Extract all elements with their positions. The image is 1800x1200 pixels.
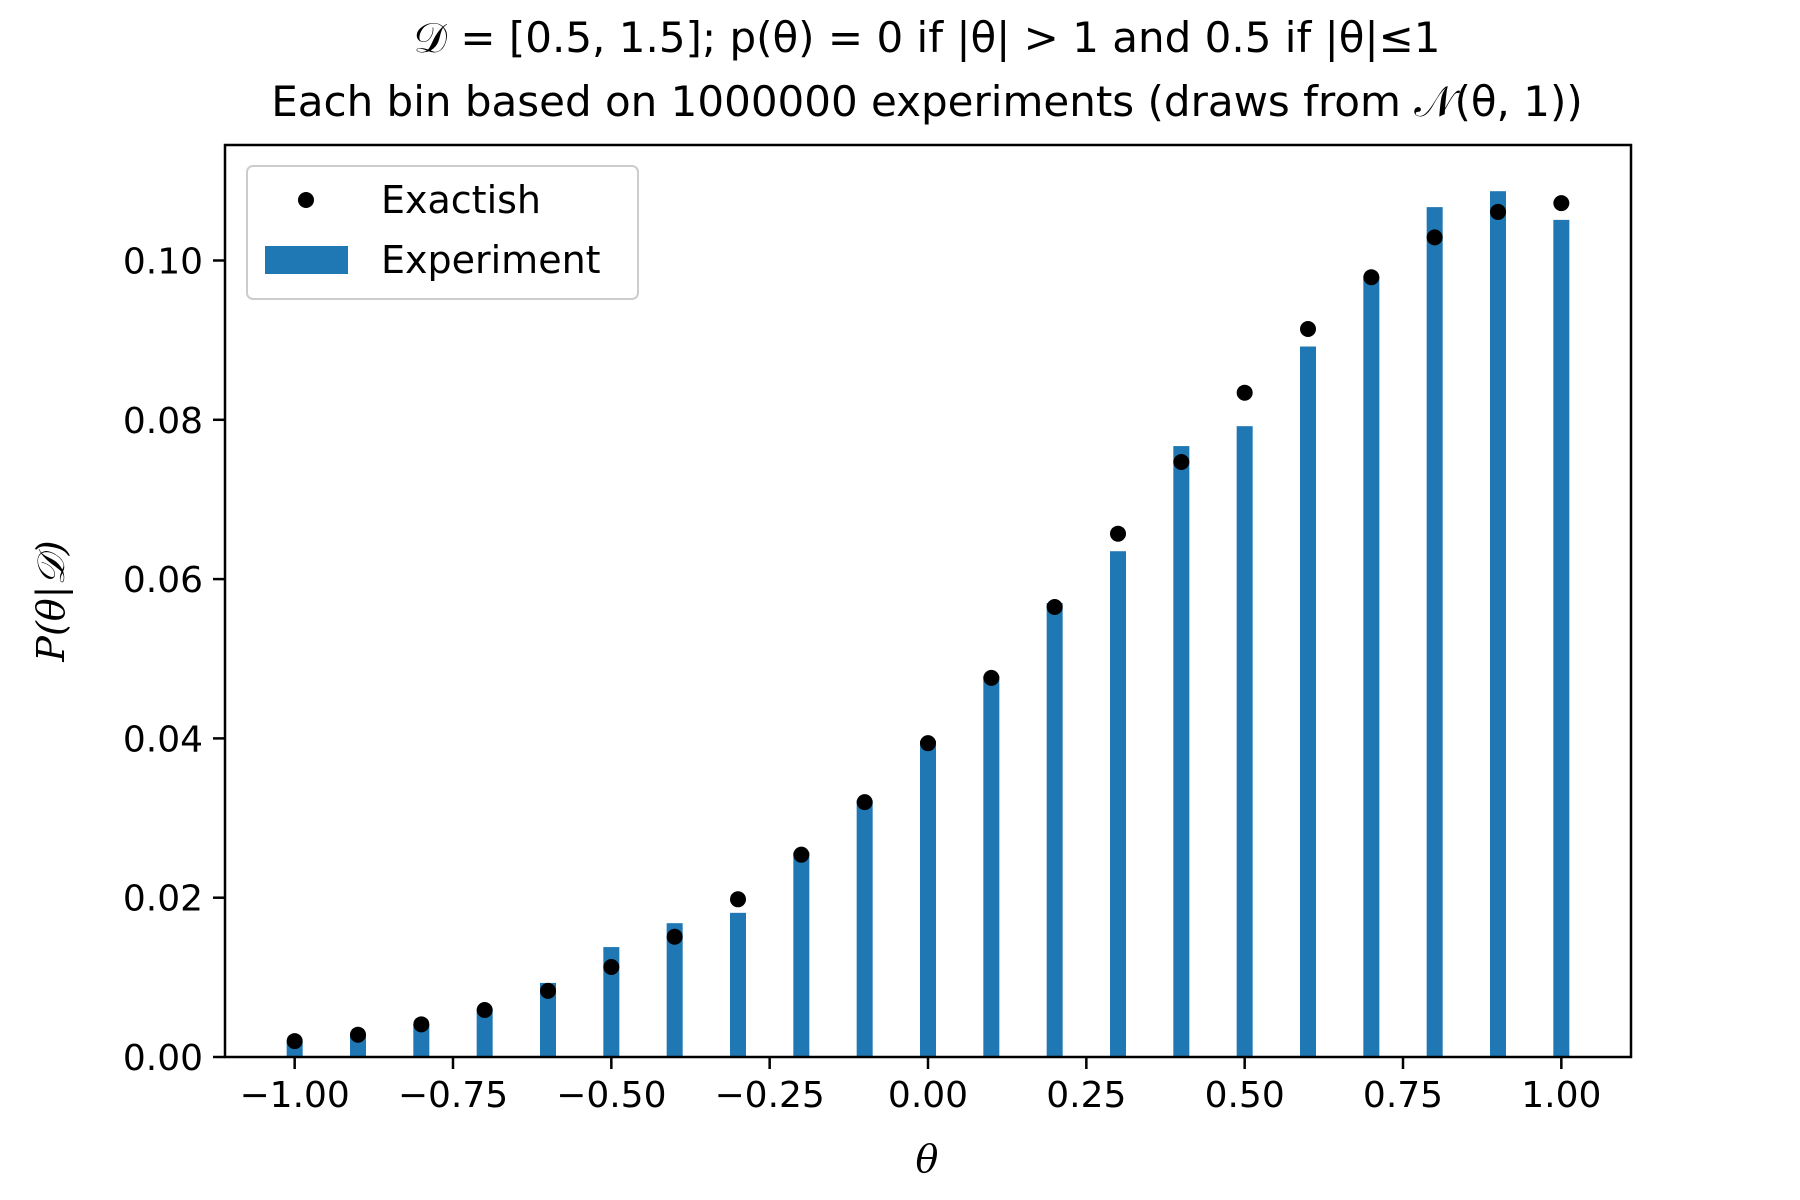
chart-title-line-2: Each bin based on 1000000 experiments (d… bbox=[271, 77, 1583, 126]
y-tick-label: 0.04 bbox=[123, 719, 203, 760]
bar bbox=[666, 923, 683, 1057]
data-point bbox=[983, 669, 1000, 686]
y-tick-label: 0.10 bbox=[123, 241, 203, 282]
data-point bbox=[920, 735, 936, 752]
bar bbox=[1236, 426, 1253, 1057]
legend-label-experiment: Experiment bbox=[381, 238, 601, 282]
x-tick-label: 0.50 bbox=[1205, 1075, 1285, 1116]
bar bbox=[413, 1024, 430, 1057]
legend-label-exactish: Exactish bbox=[381, 178, 541, 222]
bar bbox=[983, 676, 1000, 1057]
data-point bbox=[1490, 203, 1506, 220]
data-point bbox=[1110, 525, 1126, 542]
data-point bbox=[1173, 454, 1190, 471]
bar bbox=[476, 1009, 493, 1057]
data-point bbox=[730, 891, 746, 908]
y-ticks: 0.00 0.02 0.04 0.06 0.08 0.10 bbox=[123, 241, 225, 1079]
legend-point-marker bbox=[298, 192, 314, 208]
bar bbox=[730, 912, 746, 1057]
bar bbox=[1553, 219, 1570, 1058]
data-point bbox=[1046, 598, 1063, 615]
points-group bbox=[286, 195, 1570, 1050]
bar bbox=[1490, 191, 1506, 1057]
x-tick-label: −1.00 bbox=[240, 1075, 350, 1116]
data-point bbox=[1363, 269, 1380, 286]
bar bbox=[793, 852, 810, 1057]
chart-title-line-1: 𝒟 = [0.5, 1.5]; p(θ) = 0 if |θ| > 1 and … bbox=[413, 13, 1440, 62]
bar bbox=[856, 800, 873, 1057]
data-point bbox=[856, 794, 873, 811]
data-point bbox=[666, 928, 683, 945]
y-tick-label: 0.02 bbox=[123, 879, 203, 920]
x-ticks: −1.00 −0.75 −0.50 −0.25 0.00 0.25 0.50 0.75 1.00 bbox=[240, 1057, 1601, 1116]
data-point bbox=[603, 958, 620, 975]
data-point bbox=[540, 982, 556, 999]
bar bbox=[603, 947, 620, 1057]
x-tick-label: −0.50 bbox=[556, 1075, 666, 1116]
data-point bbox=[286, 1033, 303, 1050]
bar bbox=[1363, 276, 1380, 1057]
bar bbox=[1300, 346, 1316, 1058]
x-tick-label: 0.00 bbox=[888, 1075, 968, 1116]
bar bbox=[1173, 446, 1190, 1057]
x-tick-label: 0.75 bbox=[1363, 1075, 1443, 1116]
x-tick-label: −0.75 bbox=[398, 1075, 508, 1116]
bar bbox=[1110, 551, 1126, 1057]
x-tick-label: −0.25 bbox=[715, 1075, 825, 1116]
bar bbox=[920, 740, 936, 1057]
data-point bbox=[1426, 229, 1443, 246]
data-point bbox=[1553, 195, 1570, 212]
legend-bar-swatch bbox=[265, 246, 348, 274]
data-point bbox=[1300, 320, 1316, 337]
legend: Exactish Experiment bbox=[246, 165, 639, 300]
data-point bbox=[1236, 384, 1253, 401]
x-tick-label: 0.25 bbox=[1046, 1075, 1126, 1116]
data-point bbox=[350, 1026, 366, 1043]
data-point bbox=[793, 846, 810, 863]
bar bbox=[540, 982, 556, 1057]
x-tick-label: 1.00 bbox=[1521, 1075, 1601, 1116]
y-tick-label: 0.08 bbox=[123, 401, 203, 442]
bars-group bbox=[286, 191, 1570, 1058]
x-axis-label: θ bbox=[916, 1137, 939, 1181]
y-tick-label: 0.06 bbox=[123, 560, 203, 601]
bar bbox=[1046, 602, 1063, 1057]
y-tick-label: 0.00 bbox=[123, 1038, 203, 1079]
y-axis-label: P(θ|𝒟) bbox=[29, 540, 73, 662]
data-point bbox=[476, 1002, 493, 1019]
data-point bbox=[413, 1016, 430, 1033]
bar bbox=[1426, 207, 1443, 1058]
